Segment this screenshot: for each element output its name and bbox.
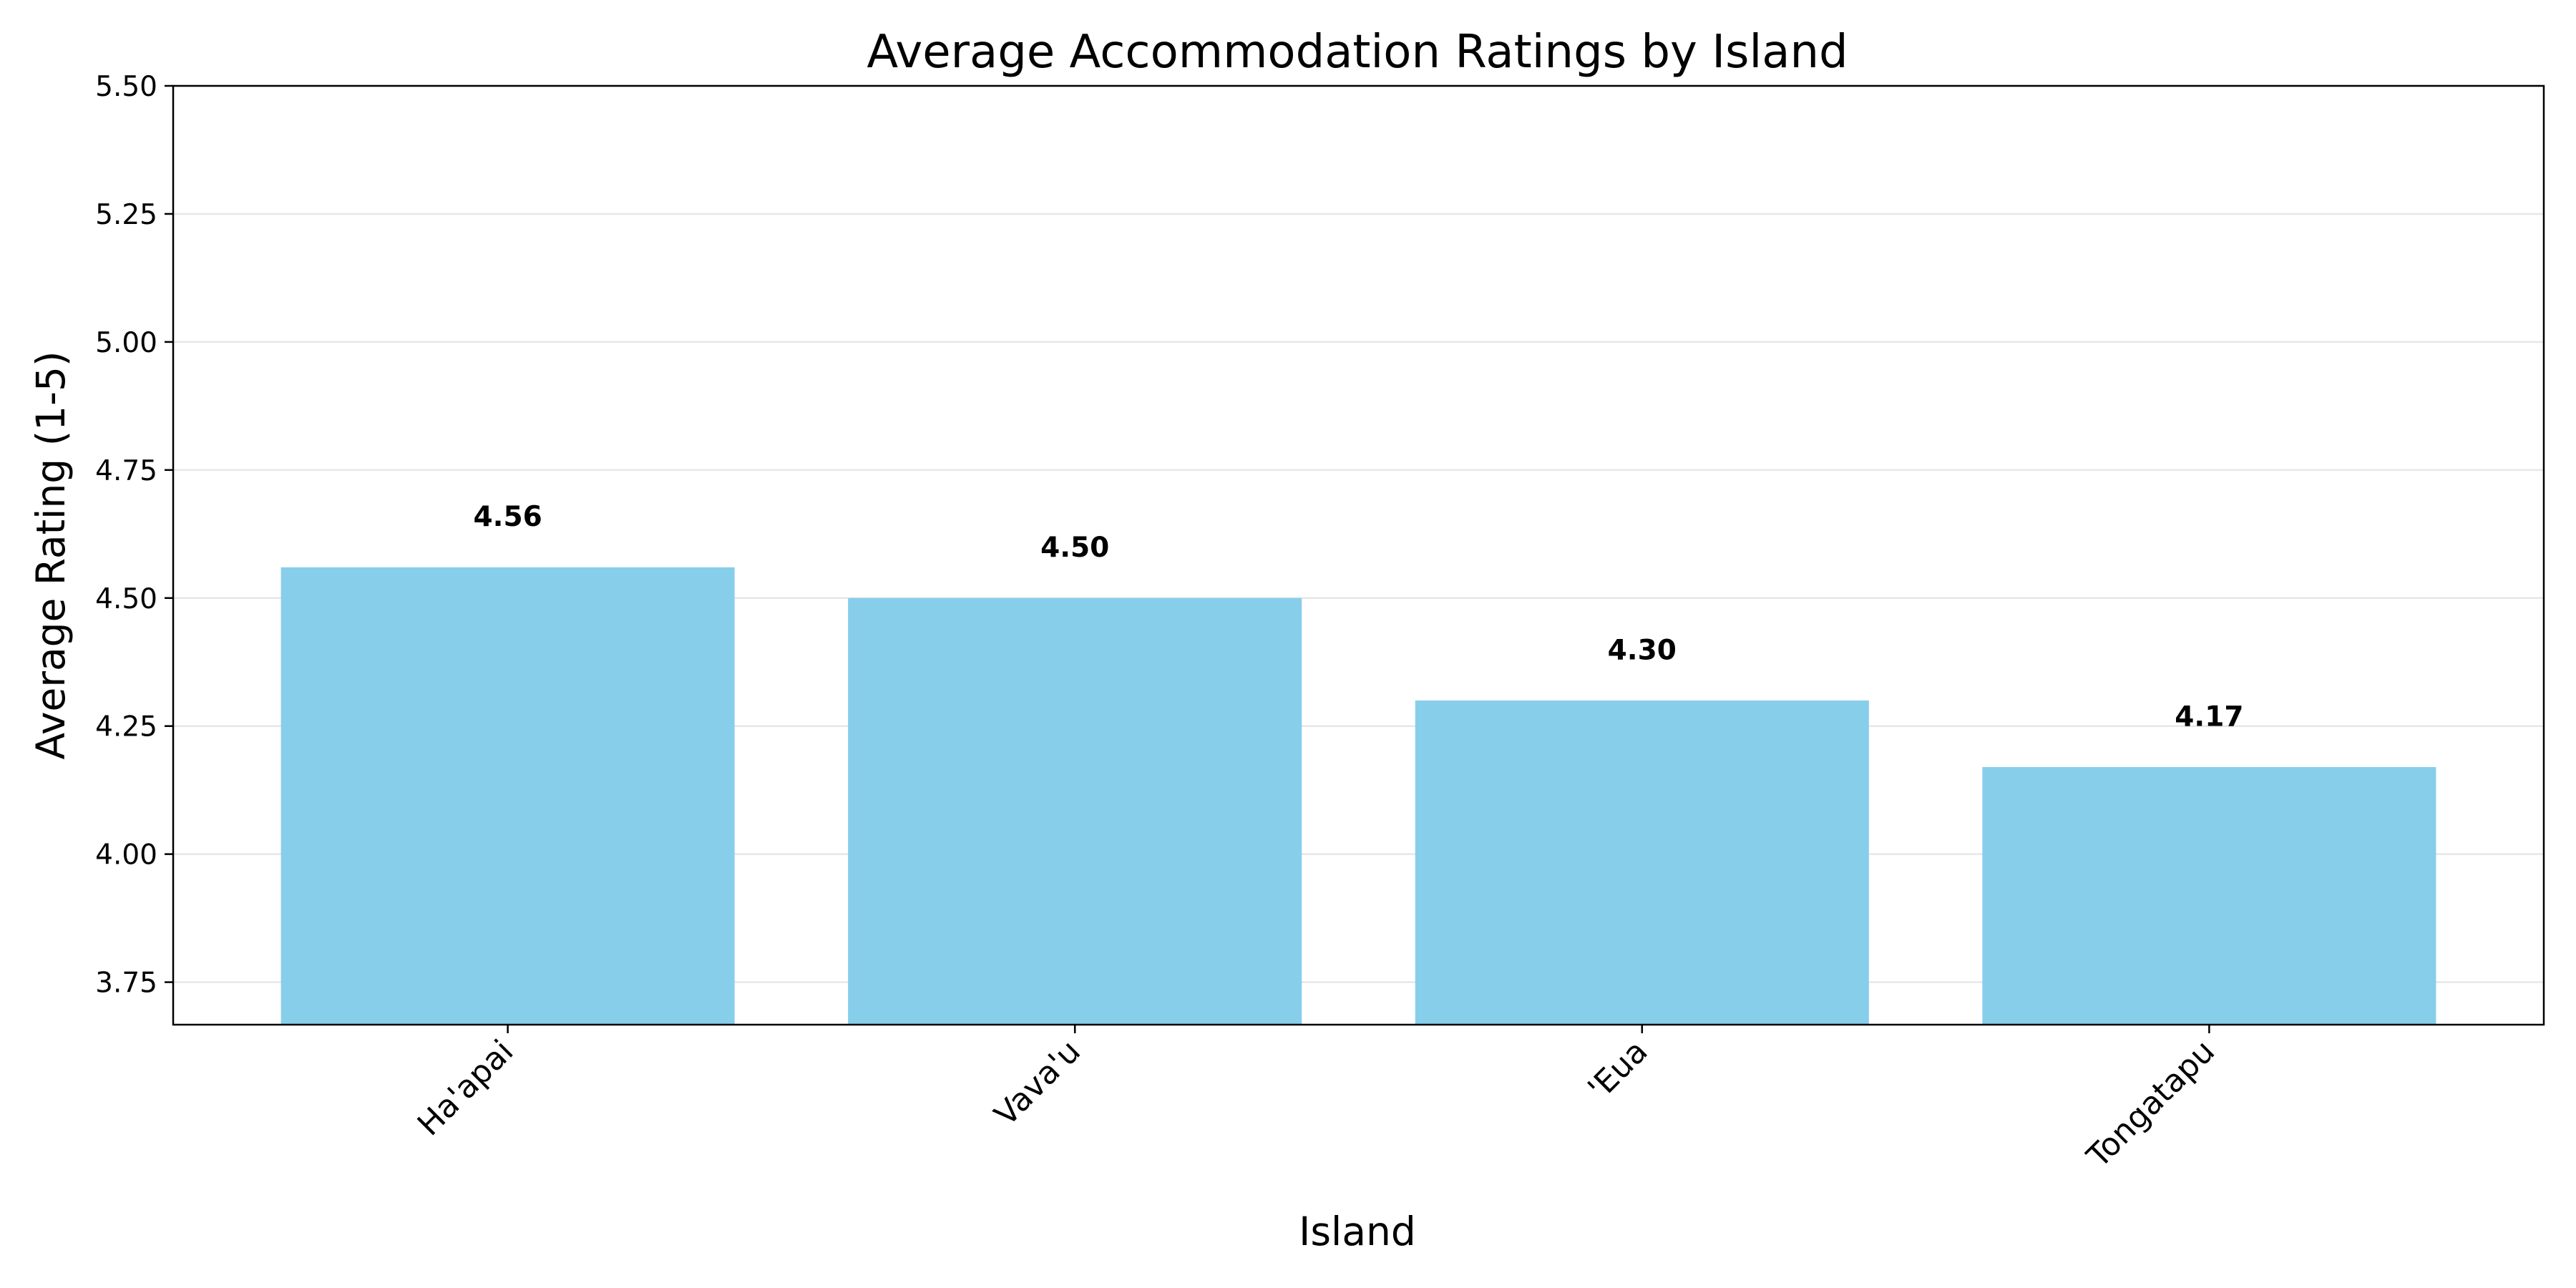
bars [280,567,2436,1025]
y-tick-label: 4.50 [95,583,157,615]
bar-value-label: 4.17 [2175,701,2243,733]
y-tick-label: 5.00 [95,327,157,359]
y-tick-label: 4.00 [95,839,157,872]
bar [1415,700,1869,1025]
x-tick-label: Ha'apai [411,1033,521,1143]
x-tick-label: Tongatapu [2079,1033,2222,1176]
x-axis-ticks: Ha'apai Vava'u 'Eua Tongatapu [411,1025,2222,1176]
bar-value-label: 4.56 [474,501,542,533]
y-tick-label: 5.25 [95,199,157,231]
y-tick-label: 3.75 [95,967,157,1000]
bar-value-label: 4.30 [1608,634,1677,666]
y-tick-label: 4.75 [95,455,157,487]
y-axis-ticks: 3.75 4.00 4.25 4.50 4.75 5.00 5.25 5.50 [95,71,173,1000]
chart-title: Average Accommodation Ratings by Island [867,26,1848,79]
bar-value-label: 4.50 [1040,532,1109,564]
y-axis-label: Average Rating (1-5) [28,351,74,760]
bar [1982,766,2436,1025]
y-tick-label: 5.50 [95,71,157,103]
x-axis-label: Island [1299,1209,1416,1254]
bar [848,597,1302,1025]
y-tick-label: 4.25 [95,711,157,743]
plot-frame [172,84,2545,1026]
x-tick-label: 'Eua [1581,1033,1655,1107]
bar-value-labels: 4.56 4.50 4.30 4.17 [474,501,2244,733]
bar [280,567,735,1025]
x-tick-label: Vava'u [987,1033,1088,1133]
